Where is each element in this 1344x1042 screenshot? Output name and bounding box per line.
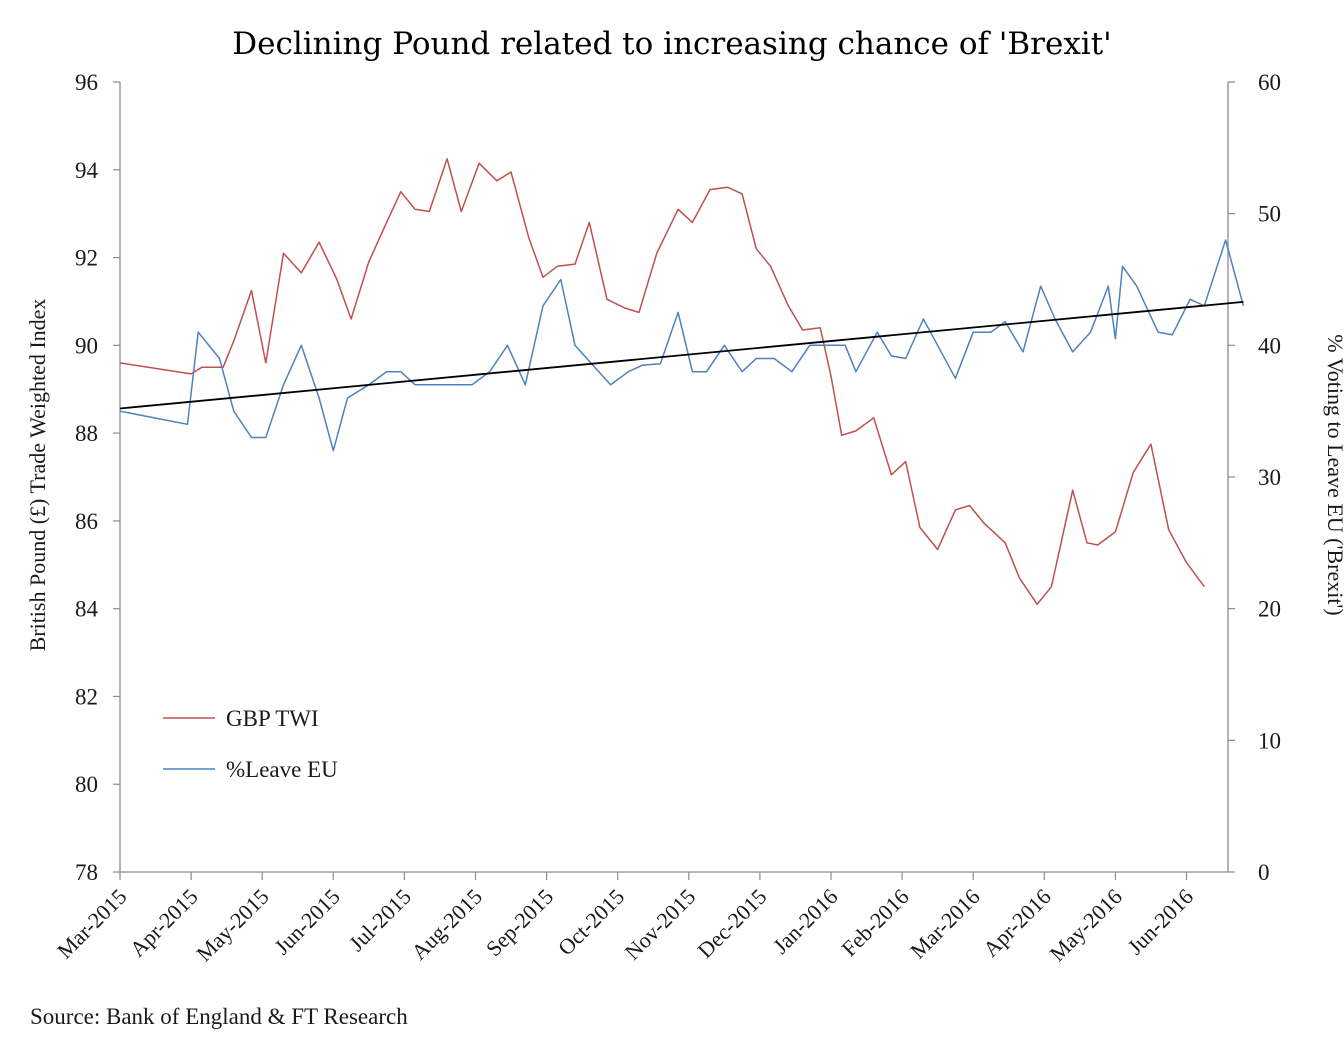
x-tick-label: Oct-2015: [553, 884, 629, 960]
x-tick-label: Dec-2015: [692, 884, 771, 963]
left-axis-ticks: 78 80 82 84 86 88 90 92 94 96: [75, 70, 120, 885]
chart-title: Declining Pound related to increasing ch…: [232, 26, 1111, 62]
right-tick-label: 30: [1258, 465, 1281, 490]
right-axis-label: % Voting to Leave EU ('Brexit'): [1323, 334, 1344, 615]
x-tick-label: Jul-2015: [344, 884, 416, 956]
x-tick-label: Apr-2016: [978, 884, 1056, 962]
x-axis-ticks: Mar-2015Apr-2015May-2015Jun-2015Jul-2015…: [52, 872, 1198, 966]
x-tick-label: Nov-2015: [620, 884, 701, 965]
left-tick-label: 78: [75, 860, 98, 885]
series-line-leave-eu: [119, 239, 1245, 452]
series-line-gbp-twi: [119, 158, 1205, 606]
x-tick-label: May-2016: [1044, 884, 1126, 966]
left-tick-label: 92: [75, 246, 98, 271]
right-axis-ticks: 0 10 20 30 40 50 60: [1228, 70, 1281, 885]
x-tick-label: Mar-2016: [905, 884, 985, 964]
x-tick-label: Jan-2016: [768, 884, 843, 959]
series-layer: [119, 158, 1245, 606]
left-tick-label: 82: [75, 684, 98, 709]
left-axis-label: British Pound (£) Trade Weighted Index: [25, 299, 50, 652]
right-tick-label: 0: [1258, 860, 1270, 885]
right-tick-label: 10: [1258, 728, 1281, 753]
x-tick-label: Feb-2016: [836, 884, 913, 961]
left-tick-label: 88: [75, 421, 98, 446]
x-tick-label: Apr-2015: [125, 884, 203, 962]
x-tick-label: Aug-2015: [406, 884, 487, 965]
axes: [119, 82, 1229, 873]
legend-label-gbp: GBP TWI: [226, 706, 319, 731]
x-tick-label: Jun-2016: [1122, 884, 1198, 960]
left-tick-label: 96: [75, 70, 98, 95]
legend: GBP TWI %Leave EU: [163, 706, 338, 782]
right-tick-label: 20: [1258, 597, 1281, 622]
left-tick-label: 86: [75, 509, 98, 534]
trendline: [119, 301, 1244, 410]
source-note: Source: Bank of England & FT Research: [30, 1004, 408, 1029]
x-tick-label: Sep-2015: [481, 884, 558, 961]
right-tick-label: 40: [1258, 333, 1281, 358]
x-tick-label: May-2015: [191, 884, 273, 966]
left-tick-label: 94: [75, 158, 99, 183]
left-tick-label: 90: [75, 333, 98, 358]
right-tick-label: 50: [1258, 202, 1281, 227]
x-tick-label: Mar-2015: [52, 884, 132, 964]
x-tick-label: Jun-2015: [269, 884, 345, 960]
legend-label-leave: %Leave EU: [226, 757, 338, 782]
left-tick-label: 84: [75, 597, 99, 622]
left-tick-label: 80: [75, 772, 98, 797]
right-tick-label: 60: [1258, 70, 1281, 95]
